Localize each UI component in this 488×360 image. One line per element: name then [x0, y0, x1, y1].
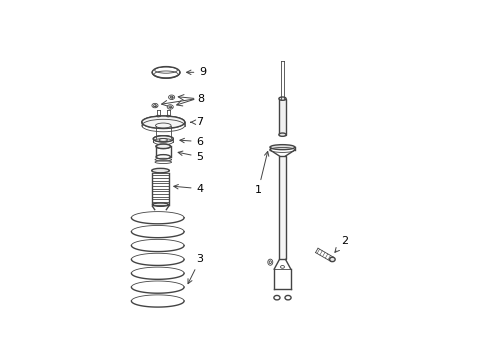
- Text: 5: 5: [178, 151, 203, 162]
- Text: 3: 3: [187, 255, 203, 284]
- Text: 1: 1: [254, 152, 268, 195]
- Text: 8: 8: [197, 94, 204, 104]
- Text: 4: 4: [173, 184, 203, 194]
- Ellipse shape: [329, 257, 334, 262]
- Text: 2: 2: [334, 237, 347, 252]
- Ellipse shape: [269, 145, 294, 150]
- Ellipse shape: [278, 97, 285, 100]
- Ellipse shape: [151, 168, 169, 173]
- Ellipse shape: [153, 136, 173, 142]
- Text: 7: 7: [190, 117, 203, 127]
- Ellipse shape: [278, 133, 285, 136]
- Ellipse shape: [142, 116, 184, 129]
- Text: 9: 9: [186, 67, 206, 77]
- Text: 6: 6: [180, 136, 203, 147]
- Ellipse shape: [156, 144, 170, 149]
- Bar: [278, 99, 285, 135]
- Ellipse shape: [152, 203, 168, 206]
- Bar: [279, 156, 285, 260]
